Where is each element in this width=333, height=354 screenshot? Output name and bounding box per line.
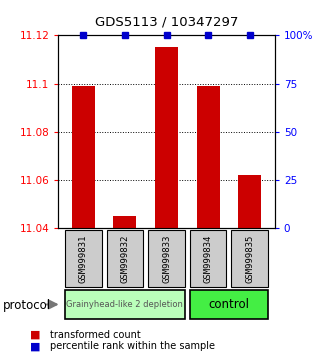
Bar <box>148 229 185 287</box>
Text: percentile rank within the sample: percentile rank within the sample <box>50 341 215 351</box>
Text: GSM999835: GSM999835 <box>245 234 254 282</box>
Text: ■: ■ <box>30 341 41 351</box>
Text: control: control <box>208 298 249 311</box>
Text: ■: ■ <box>30 330 41 340</box>
Text: GSM999832: GSM999832 <box>120 234 130 282</box>
Bar <box>231 229 268 287</box>
Text: GDS5113 / 10347297: GDS5113 / 10347297 <box>95 16 238 29</box>
Bar <box>65 290 185 319</box>
Text: protocol: protocol <box>3 299 52 312</box>
Text: transformed count: transformed count <box>50 330 141 340</box>
Bar <box>107 229 143 287</box>
Bar <box>190 229 226 287</box>
Bar <box>190 290 268 319</box>
Bar <box>238 175 261 228</box>
Bar <box>197 86 219 228</box>
Text: Grainyhead-like 2 depletion: Grainyhead-like 2 depletion <box>67 300 183 309</box>
Text: GSM999833: GSM999833 <box>162 234 171 282</box>
Bar <box>72 86 95 228</box>
Bar <box>65 229 102 287</box>
Text: GSM999834: GSM999834 <box>203 234 213 282</box>
Bar <box>114 216 136 228</box>
Bar <box>155 47 178 228</box>
Text: GSM999831: GSM999831 <box>79 234 88 282</box>
